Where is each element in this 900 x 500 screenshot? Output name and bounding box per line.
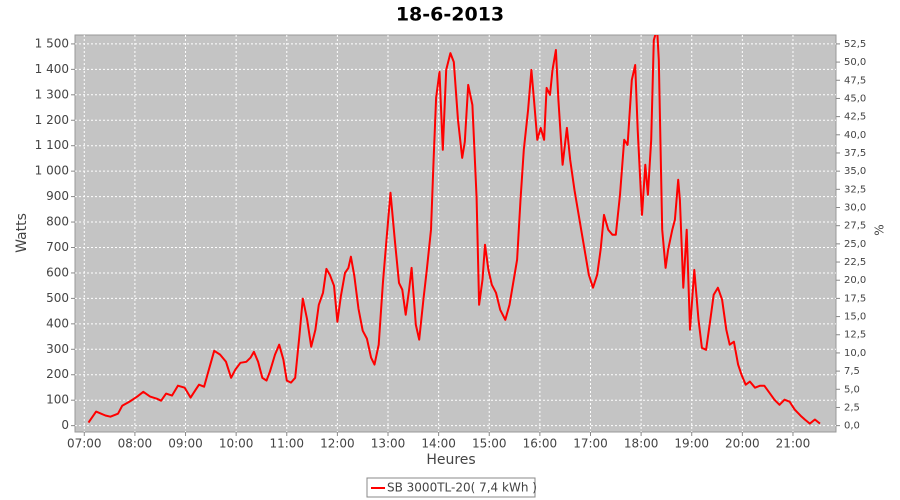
y-tick-label: 900 <box>46 189 69 203</box>
y-tick-label: 1 000 <box>35 164 69 178</box>
y2-tick-label: 15,0 <box>844 312 866 323</box>
y2-tick-label: 5,0 <box>844 384 860 395</box>
y-tick-label: 1 200 <box>35 113 69 127</box>
x-tick-label: 10:00 <box>219 437 254 451</box>
plot-area <box>74 34 837 433</box>
y-axis-label: Watts <box>14 213 30 253</box>
x-tick-label: 08:00 <box>118 437 153 451</box>
x-tick-label: 19:00 <box>674 437 709 451</box>
y2-tick-label: 35,0 <box>844 166 866 177</box>
y-tick-label: 1 300 <box>35 87 69 101</box>
y2-tick-label: 47,5 <box>844 75 866 86</box>
y2-axis-label: % <box>873 224 887 235</box>
x-tick-label: 16:00 <box>523 437 558 451</box>
y2-tick-label: 32,5 <box>844 184 866 195</box>
x-tick-label: 09:00 <box>168 437 203 451</box>
chart-title: 18-6-2013 <box>396 4 504 26</box>
y2-tick-label: 25,0 <box>844 239 866 250</box>
y-tick-label: 600 <box>46 265 69 279</box>
x-tick-label: 12:00 <box>320 437 355 451</box>
x-axis-label: Heures <box>426 452 475 468</box>
x-tick-label: 17:00 <box>573 437 608 451</box>
y2-tick-label: 50,0 <box>844 57 866 68</box>
y2-tick-label: 20,0 <box>844 275 866 286</box>
x-tick-label: 14:00 <box>421 437 456 451</box>
legend-box <box>366 477 536 498</box>
x-tick-label: 20:00 <box>725 437 760 451</box>
legend: SB 3000TL-20( 7,4 kWh ) <box>366 477 537 498</box>
y-tick-label: 1 100 <box>35 138 69 152</box>
y-tick-label: 300 <box>46 342 69 356</box>
y-tick-label: 1 500 <box>35 36 69 50</box>
y2-tick-label: 30,0 <box>844 203 866 214</box>
y2-tick-label: 0,0 <box>844 421 860 432</box>
y2-tick-label: 37,5 <box>844 148 866 159</box>
y2-tick-label: 40,0 <box>844 130 866 141</box>
y-tick-label: 0 <box>61 418 69 432</box>
y2-tick-label: 27,5 <box>844 221 866 232</box>
y2-tick-label: 22,5 <box>844 257 866 268</box>
legend-label: SB 3000TL-20( 7,4 kWh ) <box>387 481 537 495</box>
x-tick-label: 18:00 <box>624 437 659 451</box>
y-tick-label: 800 <box>46 215 69 229</box>
y-tick-label: 500 <box>46 291 69 305</box>
y2-tick-label: 45,0 <box>844 93 866 104</box>
x-tick-label: 13:00 <box>371 437 406 451</box>
x-tick-label: 07:00 <box>67 437 102 451</box>
x-tick-label: 11:00 <box>269 437 304 451</box>
x-tick-label: 21:00 <box>776 437 811 451</box>
series-line <box>87 35 821 425</box>
y2-tick-label: 42,5 <box>844 112 866 123</box>
x-tick-label: 15:00 <box>472 437 507 451</box>
y2-tick-label: 12,5 <box>844 330 866 341</box>
y2-tick-label: 52,5 <box>844 39 866 50</box>
y-tick-label: 100 <box>46 393 69 407</box>
y2-tick-label: 7,5 <box>844 366 860 377</box>
y2-tick-label: 17,5 <box>844 293 866 304</box>
y2-tick-label: 2,5 <box>844 402 860 413</box>
y-tick-label: 1 400 <box>35 62 69 76</box>
y2-tick-label: 10,0 <box>844 348 866 359</box>
y-tick-label: 200 <box>46 367 69 381</box>
y-tick-label: 400 <box>46 316 69 330</box>
y-tick-label: 700 <box>46 240 69 254</box>
